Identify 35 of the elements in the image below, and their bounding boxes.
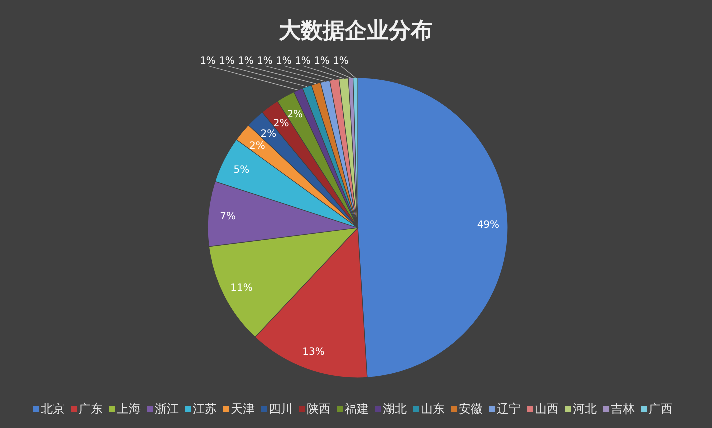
data-label: 1%: [257, 56, 273, 67]
data-label: 1%: [333, 56, 349, 67]
data-label: 2%: [250, 140, 266, 152]
data-label: 2%: [273, 118, 290, 130]
legend-label: 湖北: [383, 402, 407, 416]
legend-label: 广东: [79, 402, 103, 416]
legend-label: 山东: [421, 402, 445, 416]
legend-label: 四川: [269, 402, 293, 416]
legend-label: 福建: [345, 402, 369, 416]
legend-label: 天津: [231, 402, 255, 416]
data-label: 5%: [234, 164, 250, 176]
data-label: 1%: [276, 56, 292, 67]
legend-label: 河北: [573, 402, 597, 416]
data-label: 2%: [287, 110, 304, 121]
data-label: 1%: [314, 56, 330, 67]
legend-label: 安徽: [459, 402, 483, 416]
legend-label: 江苏: [193, 402, 217, 416]
legend-label: 北京: [41, 402, 65, 416]
legend-label: 广西: [649, 402, 673, 416]
data-label: 2%: [260, 128, 277, 140]
data-label: 1%: [200, 56, 216, 67]
data-label: 13%: [302, 346, 325, 358]
legend-label: 山西: [535, 402, 559, 416]
data-label: 1%: [219, 56, 235, 67]
data-label: 1%: [238, 56, 254, 67]
data-label: 11%: [230, 283, 253, 294]
data-label: 7%: [220, 212, 236, 223]
legend-label: 陕西: [307, 402, 331, 416]
data-label: 1%: [295, 56, 311, 67]
legend-label: 吉林: [611, 402, 635, 416]
chart-title: 大数据企业分布: [279, 18, 433, 44]
legend-label: 浙江: [155, 402, 179, 416]
legend-label: 辽宁: [497, 402, 521, 416]
legend-label: 上海: [117, 402, 141, 416]
data-label: 49%: [477, 220, 500, 231]
